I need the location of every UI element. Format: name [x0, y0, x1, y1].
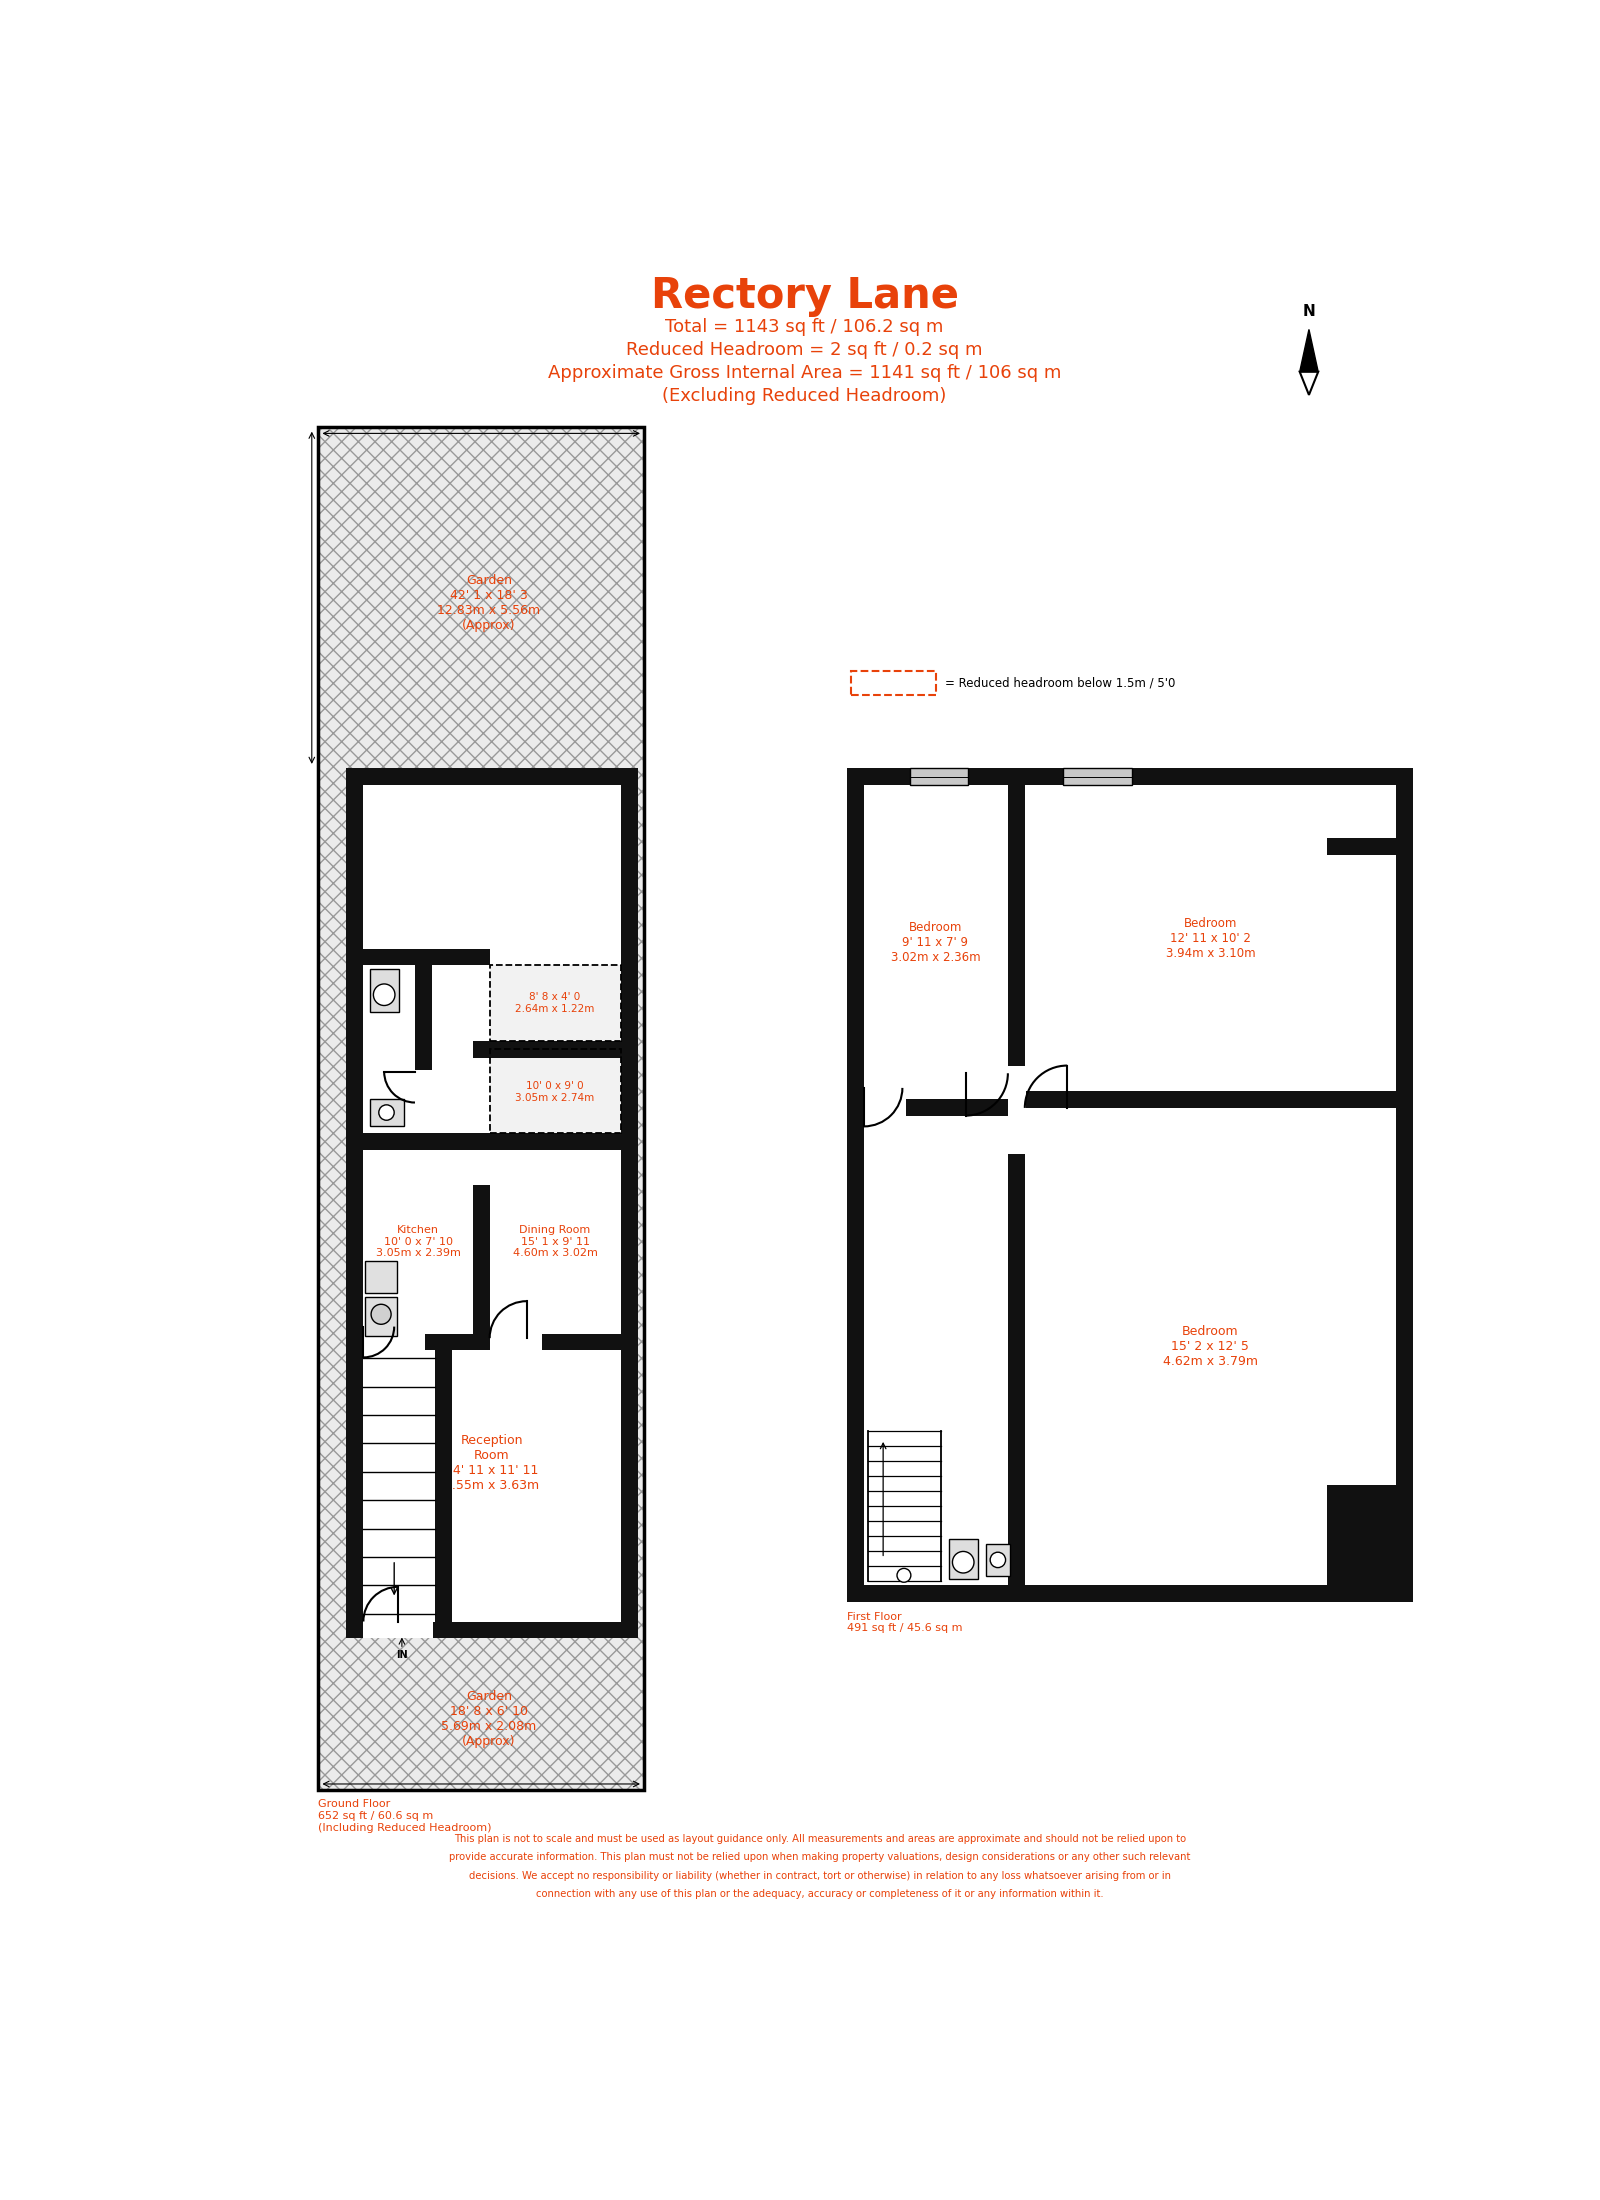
Bar	[347, 948, 490, 966]
Bar	[864, 1098, 906, 1115]
Circle shape	[371, 1305, 390, 1324]
Bar	[347, 768, 363, 1639]
Bar	[370, 1098, 405, 1126]
Text: Bedroom
9' 11 x 7' 9
3.02m x 2.36m: Bedroom 9' 11 x 7' 9 3.02m x 2.36m	[891, 922, 981, 964]
Bar	[318, 427, 645, 1791]
Polygon shape	[1299, 372, 1318, 396]
Bar	[490, 966, 621, 1041]
Text: Reduced Headroom = 2 sq ft / 0.2 sq m: Reduced Headroom = 2 sq ft / 0.2 sq m	[626, 341, 982, 359]
Bar	[370, 970, 398, 1012]
Circle shape	[990, 1553, 1005, 1569]
Bar	[472, 1151, 490, 1186]
Text: This plan is not to scale and must be used as layout guidance only. All measurem: This plan is not to scale and must be us…	[454, 1833, 1186, 1844]
Bar	[1062, 768, 1131, 785]
Bar	[490, 1049, 621, 1133]
Bar	[365, 1298, 397, 1335]
Bar	[1326, 785, 1395, 854]
Bar	[472, 1041, 637, 1058]
Text: Rectory Lane: Rectory Lane	[651, 275, 958, 317]
Bar	[414, 1069, 432, 1133]
Bar	[363, 1331, 426, 1351]
Circle shape	[898, 1569, 910, 1582]
Bar	[347, 1133, 637, 1151]
Text: connection with any use of this plan or the adequacy, accuracy or completeness o: connection with any use of this plan or …	[536, 1890, 1104, 1899]
Bar	[490, 1049, 621, 1133]
Text: Bedroom
15' 2 x 12' 5
4.62m x 3.79m: Bedroom 15' 2 x 12' 5 4.62m x 3.79m	[1163, 1324, 1258, 1368]
Text: Dining Room
15' 1 x 9' 11
4.60m x 3.02m: Dining Room 15' 1 x 9' 11 4.60m x 3.02m	[512, 1225, 597, 1258]
Bar	[846, 1586, 1413, 1602]
Bar	[846, 768, 1413, 1602]
Text: First Floor
491 sq ft / 45.6 sq m: First Floor 491 sq ft / 45.6 sq m	[846, 1610, 963, 1632]
Bar	[490, 1331, 542, 1353]
Text: Approximate Gross Internal Area = 1141 sq ft / 106 sq m: Approximate Gross Internal Area = 1141 s…	[547, 365, 1061, 383]
Text: decisions. We accept no responsibility or liability (whether in contract, tort o: decisions. We accept no responsibility o…	[469, 1870, 1171, 1881]
Bar	[1326, 1485, 1395, 1602]
Bar	[621, 768, 637, 1639]
Bar	[472, 1133, 490, 1351]
Text: Bedroom
12' 11 x 10' 2
3.94m x 3.10m: Bedroom 12' 11 x 10' 2 3.94m x 3.10m	[1165, 917, 1256, 959]
Text: N: N	[1302, 304, 1315, 319]
Bar	[1008, 768, 1026, 1602]
Bar	[1008, 1065, 1026, 1115]
Bar	[365, 1261, 397, 1294]
Circle shape	[952, 1551, 974, 1573]
Text: Garden
18' 8 x 6' 10
5.69m x 2.08m
(Approx): Garden 18' 8 x 6' 10 5.69m x 2.08m (Appr…	[442, 1690, 536, 1749]
Bar	[347, 1621, 637, 1639]
Bar	[347, 768, 637, 1639]
Circle shape	[379, 1104, 394, 1120]
Bar	[363, 1619, 432, 1639]
Bar	[318, 427, 645, 1791]
Text: Garden
42' 1 x 18' 3
12.83m x 5.56m
(Approx): Garden 42' 1 x 18' 3 12.83m x 5.56m (App…	[437, 574, 541, 631]
Bar	[846, 1098, 1016, 1115]
Bar	[846, 768, 1413, 785]
Text: IN: IN	[397, 1650, 408, 1661]
Bar	[490, 966, 621, 1041]
Text: Total = 1143 sq ft / 106.2 sq m: Total = 1143 sq ft / 106.2 sq m	[666, 319, 944, 337]
Bar	[846, 768, 864, 1602]
Bar	[1344, 1485, 1395, 1586]
Text: Kitchen
10' 0 x 7' 10
3.05m x 2.39m: Kitchen 10' 0 x 7' 10 3.05m x 2.39m	[376, 1225, 461, 1258]
Bar	[949, 1540, 978, 1580]
Text: Reception
Room
14' 11 x 11' 11
4.55m x 3.63m: Reception Room 14' 11 x 11' 11 4.55m x 3…	[445, 1434, 539, 1492]
Text: (Excluding Reduced Headroom): (Excluding Reduced Headroom)	[662, 387, 947, 405]
Text: = Reduced headroom below 1.5m / 5'0: = Reduced headroom below 1.5m / 5'0	[944, 675, 1174, 689]
Text: 8' 8 x 4' 0
2.64m x 1.22m: 8' 8 x 4' 0 2.64m x 1.22m	[515, 992, 595, 1014]
Bar	[347, 768, 637, 785]
Text: Ground Floor
652 sq ft / 60.6 sq m
(Including Reduced Headroom): Ground Floor 652 sq ft / 60.6 sq m (Incl…	[318, 1800, 491, 1833]
Text: 10' 0 x 9' 0
3.05m x 2.74m: 10' 0 x 9' 0 3.05m x 2.74m	[515, 1080, 595, 1102]
Bar	[864, 1509, 941, 1586]
Bar	[910, 768, 968, 785]
Polygon shape	[1299, 330, 1318, 372]
Circle shape	[373, 983, 395, 1005]
Bar	[435, 1351, 451, 1621]
Bar	[1016, 1091, 1413, 1109]
Bar	[414, 948, 432, 1151]
Bar	[1326, 838, 1413, 854]
Bar	[851, 671, 936, 695]
Text: provide accurate information. This plan must not be relied upon when making prop: provide accurate information. This plan …	[450, 1852, 1190, 1861]
Bar	[846, 1509, 864, 1586]
Bar	[986, 1544, 1010, 1575]
Bar	[1008, 1109, 1026, 1155]
Bar	[347, 1333, 637, 1351]
Bar	[1395, 768, 1413, 1602]
